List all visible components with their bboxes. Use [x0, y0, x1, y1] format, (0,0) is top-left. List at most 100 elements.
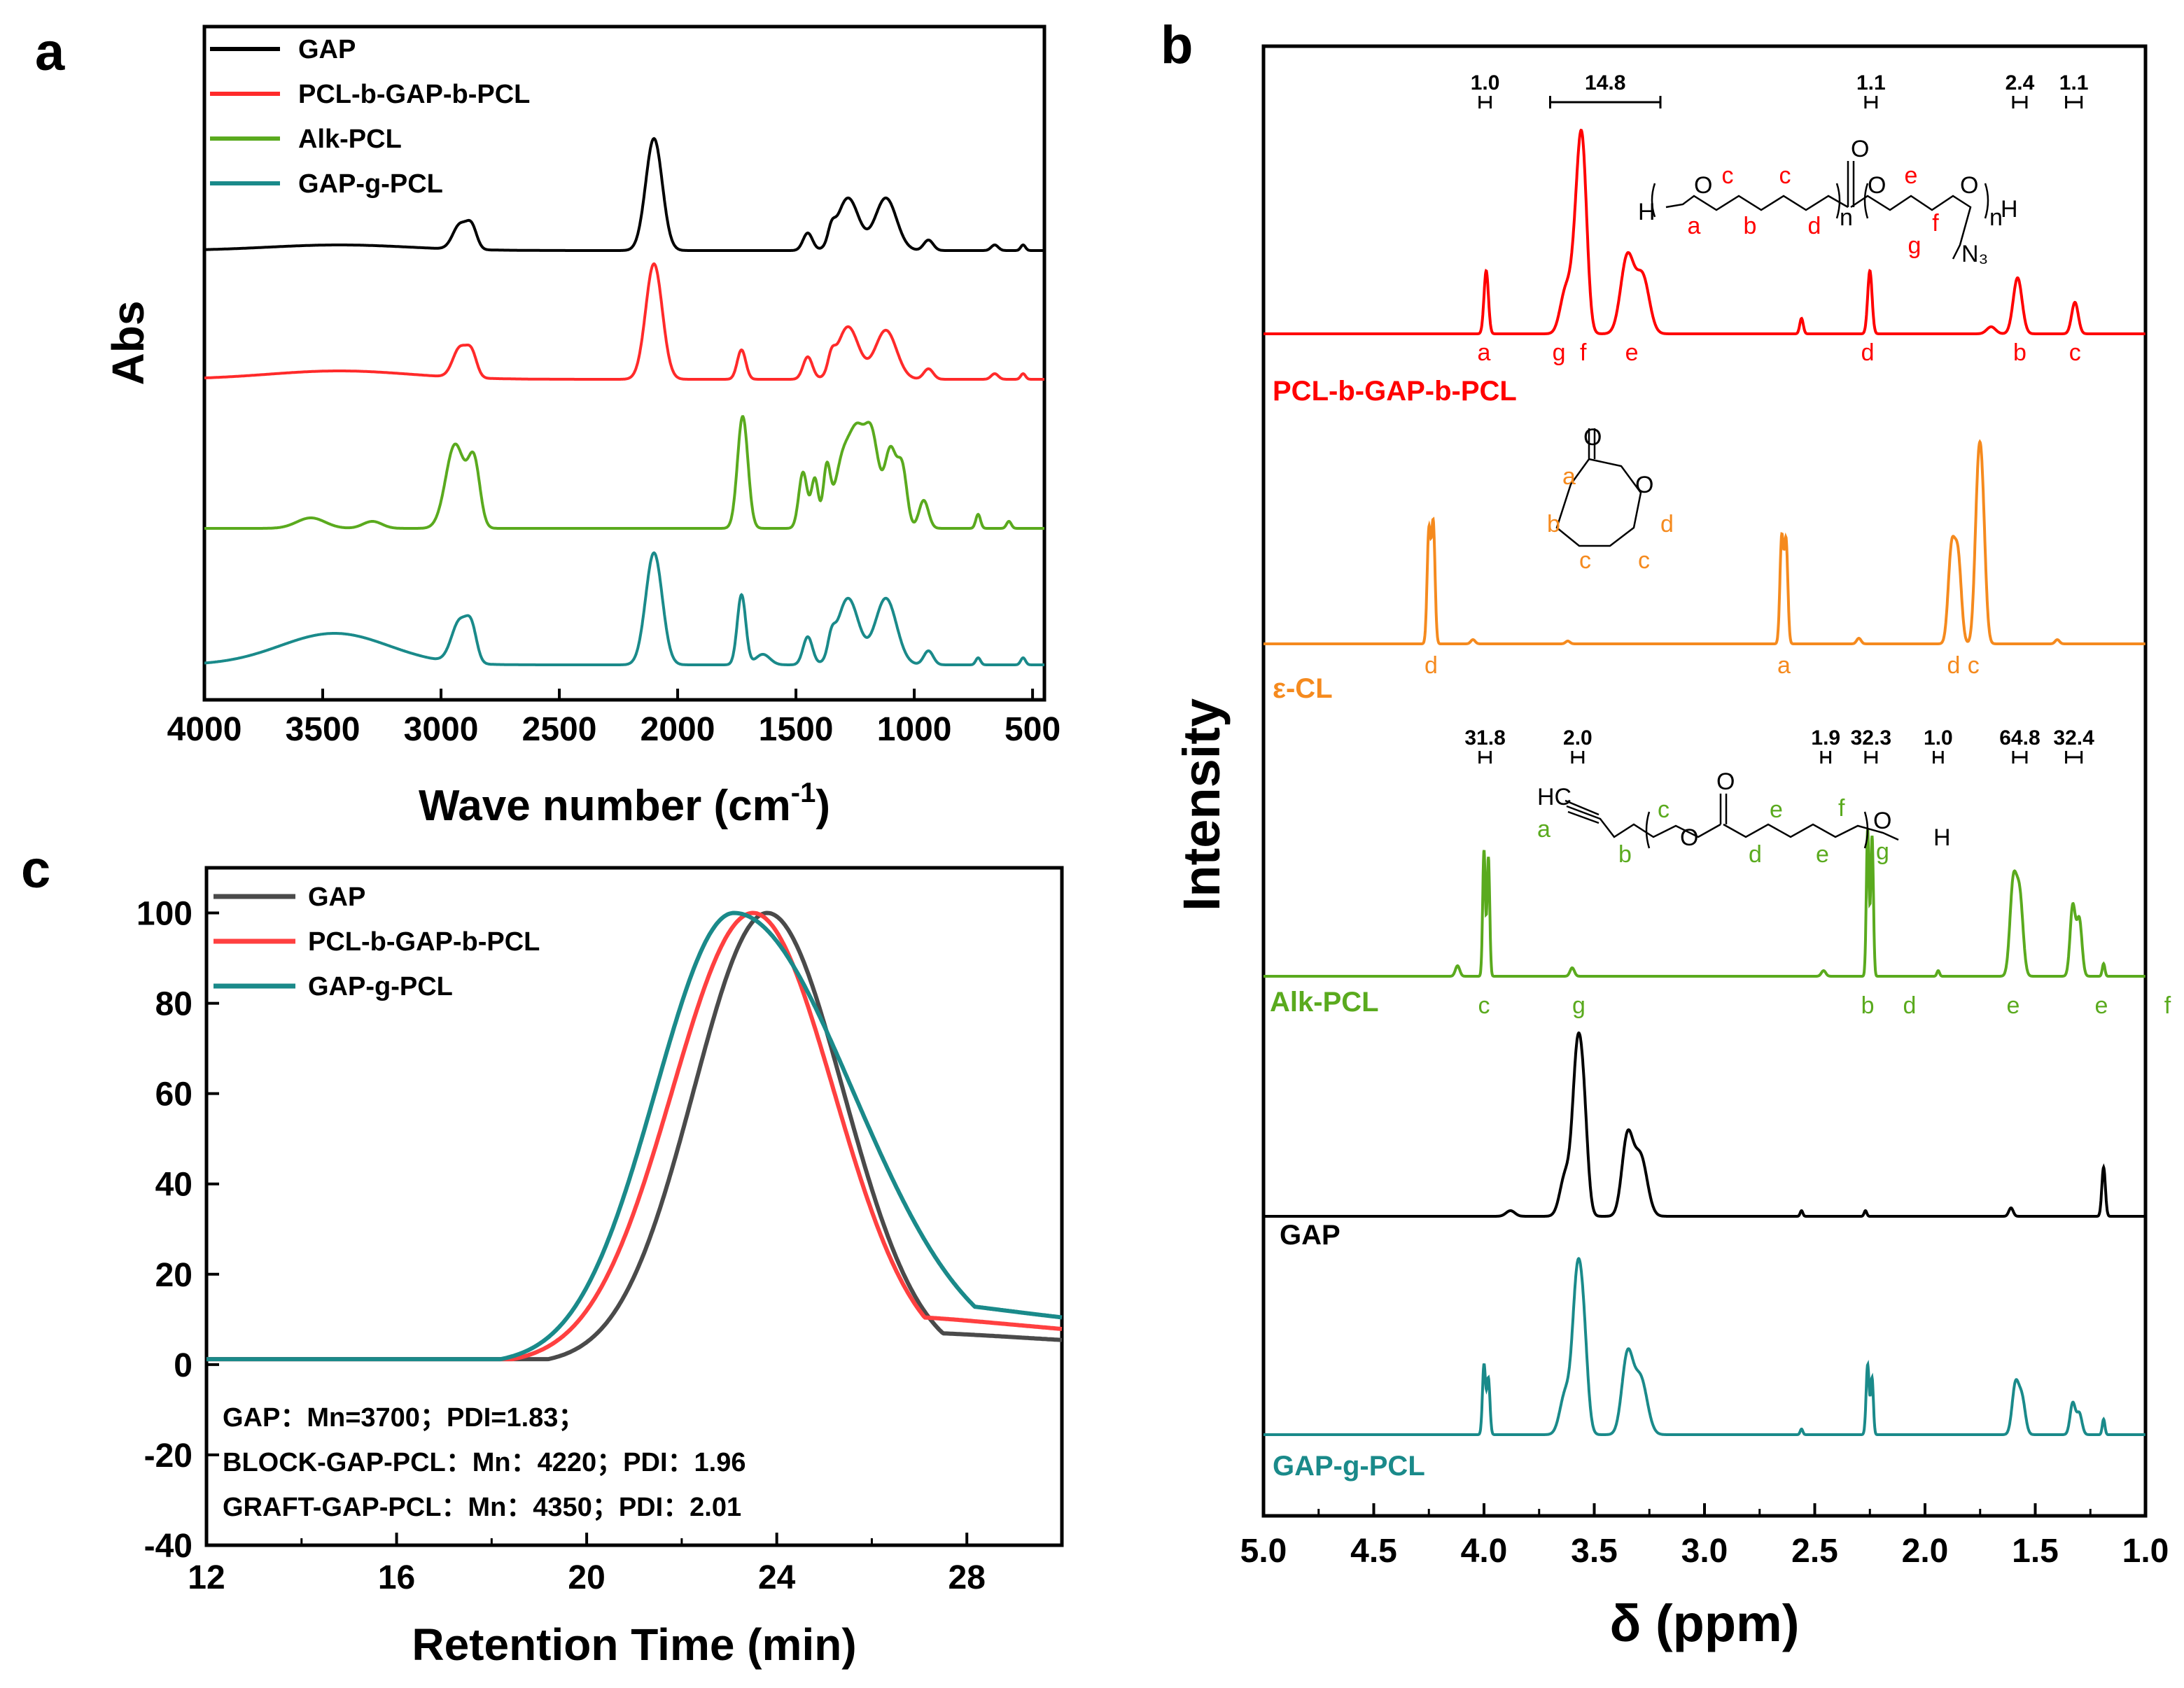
structure-label: e	[1770, 796, 1783, 823]
panel-b-peak-label: e	[1625, 339, 1639, 366]
panel-b-integral-label: 1.9	[1811, 726, 1840, 750]
structure-label: c	[1658, 796, 1670, 823]
structure-atom: HC	[1537, 784, 1572, 810]
panel-c-x-tick-label: 24	[758, 1559, 796, 1596]
panel-a-x-tick-label: 3000	[404, 711, 479, 748]
structure-label: a	[1562, 463, 1576, 490]
panel-c-note: GAP：Mn=3700；PDI=1.83；	[223, 1403, 584, 1433]
panel-a-series-line-3	[204, 551, 1044, 666]
structure-atom: n	[1840, 204, 1853, 231]
panel-a-x-label: Wave number (cm-1)	[419, 778, 830, 830]
panel-b-x-tick-label: 4.5	[1350, 1533, 1397, 1570]
panel-b-x-tick-label: 3.5	[1571, 1533, 1618, 1570]
structure-atom: O	[1851, 136, 1869, 162]
panel-a-x-tick-label: 3500	[286, 711, 360, 748]
structure-label: e	[1816, 841, 1829, 868]
panel-b-y-label: Intensity	[1172, 698, 1231, 911]
panel-c-x-tick-label: 20	[568, 1559, 605, 1596]
panel-a-x-tick-label: 1000	[877, 711, 952, 748]
panel-b-series-name: ε-CL	[1273, 673, 1333, 704]
structure-label: d	[1808, 213, 1821, 239]
panel-a: 4000 3500 3000 2500 2000 1500 1000 500 GAP PCL-b…	[103, 24, 1060, 830]
panel-c-series-line-2	[206, 910, 1063, 1362]
panel-b-peak-label: e	[2007, 992, 2020, 1019]
structure-brackets	[1651, 183, 1989, 219]
structure-label: g	[1876, 838, 1889, 865]
panel-b-integral-label: 1.0	[1471, 71, 1500, 94]
panel-b-peak-label: c	[1968, 652, 1980, 679]
panel-b-integral-label: 1.1	[1856, 71, 1886, 94]
panel-b-integral-label: 32.4	[2053, 726, 2094, 750]
panel-b: 5.0 4.5 4.0 3.5 3.0 2.5 2.0 1.5 1.0 PCL-b-GAP-b-…	[1172, 44, 2171, 1652]
panel-a-x-axis: 4000 3500 3000 2500 2000 1500 1000 500	[167, 689, 1060, 748]
panel-a-legend: GAP PCL-b-GAP-b-PCL Alk-PCL GAP-g-PCL	[210, 35, 530, 199]
structure-label: b	[1547, 511, 1560, 537]
panel-a-legend-label: PCL-b-GAP-b-PCL	[298, 80, 530, 109]
panel-c-y-tick-label: 60	[155, 1076, 192, 1113]
structure-atom: O	[1635, 472, 1653, 498]
structure-atom: N₃	[1961, 241, 1988, 267]
panel-c-x-tick-label: 16	[378, 1559, 415, 1596]
panel-a-legend-label: Alk-PCL	[298, 125, 402, 154]
panel-b-series-line-3	[1264, 1031, 2146, 1218]
panel-b-series-name: PCL-b-GAP-b-PCL	[1273, 376, 1517, 407]
panel-label-c: c	[21, 840, 50, 899]
structure-label: d	[1749, 841, 1762, 868]
panel-b-peak-label: c	[1478, 992, 1490, 1019]
panel-a-x-tick-label: 2500	[522, 711, 597, 748]
panel-b-series-name: GAP	[1280, 1220, 1340, 1251]
structure-atom: n	[1989, 204, 2003, 231]
structure-atom: O	[1716, 768, 1735, 795]
panel-b-series-name: Alk-PCL	[1270, 987, 1379, 1018]
structure-label: d	[1660, 511, 1674, 537]
panel-b-x-tick-label: 2.0	[1902, 1533, 1949, 1570]
panel-b-series-name: GAP-g-PCL	[1273, 1451, 1425, 1482]
panel-b-peak-label: d	[1861, 339, 1875, 366]
structure-ring	[1555, 428, 1642, 547]
panel-c-notes: GAP：Mn=3700；PDI=1.83； BLOCK-GAP-PCL：Mn：42…	[223, 1403, 746, 1522]
panel-b-x-label: δ (ppm)	[1610, 1594, 1800, 1652]
panel-b-x-tick-label: 1.5	[2012, 1533, 2059, 1570]
panel-c-y-tick-label: -20	[144, 1437, 192, 1475]
panel-b-peak-label: b	[1861, 992, 1875, 1019]
panel-b-peak-label: a	[1777, 652, 1791, 679]
panel-c-y-tick-label: -40	[144, 1528, 192, 1565]
panel-c-y-tick-label: 0	[174, 1347, 192, 1384]
panel-c: 12 16 20 24 28 100 80 60 40 20 0 -20 -40 GAP PCL-b-GA…	[136, 866, 1064, 1670]
panel-c-legend-label: GAP	[308, 882, 365, 912]
panel-b-peak-label: d	[1947, 652, 1960, 679]
panel-b-peak-label: g	[1553, 339, 1566, 366]
panel-a-legend-label: GAP	[298, 35, 356, 64]
panel-b-x-tick-label: 4.0	[1461, 1533, 1508, 1570]
panel-b-peak-label: c	[2069, 339, 2081, 366]
panel-b-x-tick-label: 3.0	[1681, 1533, 1728, 1570]
panel-b-peak-label: e	[2095, 992, 2108, 1019]
panel-a-series-line-2	[204, 415, 1044, 530]
structure-label: c	[1638, 547, 1650, 574]
panel-b-series-line-4	[1264, 1256, 2146, 1436]
panel-c-x-label: Retention Time (min)	[412, 1619, 856, 1670]
structure-label: b	[1618, 841, 1632, 868]
structure-bonds	[1665, 161, 1972, 260]
structure-label: e	[1905, 162, 1918, 189]
panel-b-integral-label: 2.0	[1563, 726, 1592, 750]
panel-a-x-tick-label: 2000	[640, 711, 715, 748]
panel-a-x-tick-label: 500	[1004, 711, 1060, 748]
structure-atom: O	[1680, 824, 1698, 851]
panel-b-integral-label: 31.8	[1464, 726, 1505, 750]
structure-bonds	[1564, 794, 1899, 841]
structure-atom: O	[1583, 424, 1602, 451]
panel-b-peak-label: g	[1572, 992, 1586, 1019]
panel-c-note: GRAFT-GAP-PCL：Mn：4350；PDI：2.01	[223, 1493, 741, 1522]
structure-brackets	[1645, 811, 1869, 849]
structure-atom: O	[1873, 808, 1891, 834]
panel-a-legend-label: GAP-g-PCL	[298, 169, 443, 199]
panel-b-peak-label: f	[2164, 992, 2171, 1019]
panel-b-integral-label: 2.4	[2005, 71, 2035, 94]
structure-atom: H	[1933, 824, 1951, 851]
structure-label: c	[1722, 162, 1734, 189]
panel-label-b: b	[1161, 15, 1193, 75]
